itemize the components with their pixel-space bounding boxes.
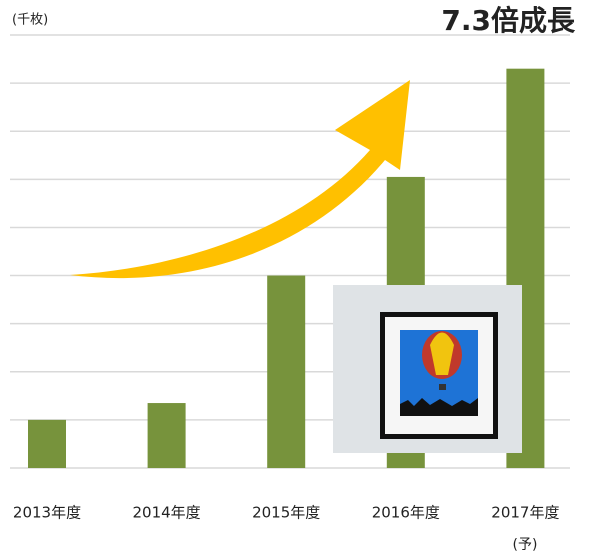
x-tick-label: 2014年度 bbox=[133, 504, 201, 522]
x-tick-label: 2017年度 bbox=[491, 504, 559, 522]
bar bbox=[267, 275, 306, 468]
x-tick-label: 2015年度 bbox=[252, 504, 320, 522]
unit-label: (千枚) bbox=[12, 13, 48, 28]
bar bbox=[28, 419, 66, 468]
chart-title: 7.3倍成長 bbox=[441, 4, 576, 37]
bar bbox=[147, 403, 186, 468]
x-tick-label: 2016年度 bbox=[372, 504, 440, 522]
x-tick-label: 2013年度 bbox=[13, 504, 81, 522]
photo bbox=[333, 285, 522, 453]
growth-arrow bbox=[70, 80, 410, 279]
forecast-label: (予) bbox=[513, 537, 538, 553]
